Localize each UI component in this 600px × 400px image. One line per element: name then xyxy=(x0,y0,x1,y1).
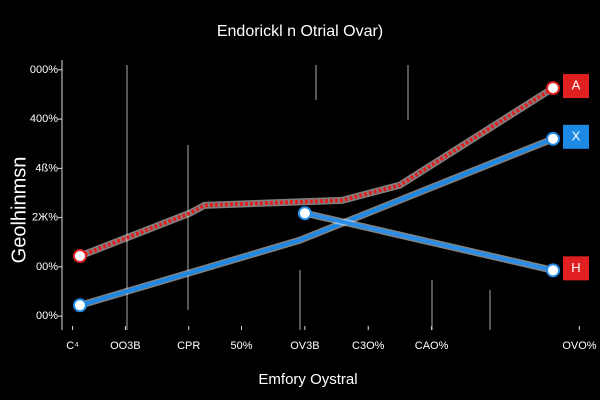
y-tick-label: 000% xyxy=(30,64,58,76)
x-tick-label: CAO% xyxy=(415,340,449,352)
x-axis-label: Emfory Oystral xyxy=(258,371,357,388)
line xyxy=(304,211,554,273)
legend-label: A xyxy=(572,78,581,93)
point xyxy=(546,131,561,146)
legend-box xyxy=(563,74,589,99)
point xyxy=(297,206,312,221)
y-axis-label: Geolhinmsn xyxy=(8,157,30,264)
decor-lines xyxy=(126,65,491,330)
point xyxy=(546,81,561,96)
line-glow xyxy=(78,135,555,309)
x-tick-label: C3O% xyxy=(352,340,385,352)
legend-label: X xyxy=(572,128,581,143)
y-tick-label: 2Ж% xyxy=(32,212,58,224)
y-tick-label: 00% xyxy=(36,310,58,322)
legend-label: H xyxy=(571,260,580,275)
x-tick-label: 50% xyxy=(231,340,253,352)
x-tick-label: OV3B xyxy=(290,340,319,352)
x-tick-label: OO3B xyxy=(110,340,141,352)
chart-title: Endorickl n Otrial Ovar) xyxy=(217,23,383,40)
y-tick-label: 4ß% xyxy=(35,162,58,174)
x-tick-label: CPR xyxy=(177,340,200,352)
point xyxy=(72,298,87,313)
legend-box xyxy=(563,256,589,281)
point xyxy=(546,263,561,278)
point xyxy=(72,249,87,264)
x-tick-label: OVO% xyxy=(562,340,596,352)
x-tick-label: C⁴ xyxy=(66,340,79,352)
y-tick-label: 00% xyxy=(36,261,58,273)
line xyxy=(79,136,554,308)
line xyxy=(79,86,555,258)
legend-box xyxy=(563,124,589,149)
y-tick-label: 400% xyxy=(30,113,58,125)
